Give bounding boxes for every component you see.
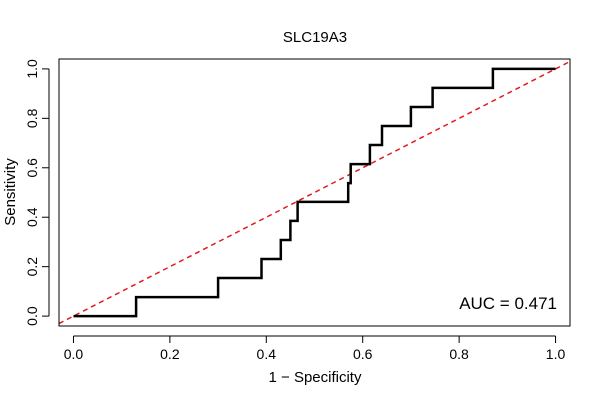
y-tick-label: 0.8 [24, 108, 40, 128]
y-axis-label: Sensitivity [2, 158, 19, 226]
y-tick-label: 0.2 [24, 257, 40, 277]
roc-curve-layer [73, 67, 556, 318]
x-tick-label: 0.8 [449, 346, 469, 362]
chart-title: SLC19A3 [283, 29, 347, 46]
auc-annotation: AUC = 0.471 [459, 294, 557, 313]
roc-curve [73, 67, 556, 318]
x-tick-label: 0.4 [257, 346, 277, 362]
y-tick-label: 0.4 [24, 207, 40, 227]
y-tick-label: 0.0 [24, 306, 40, 326]
y-axis: 0.0 0.2 0.4 0.6 0.8 1.0 [24, 59, 50, 326]
y-tick-label: 1.0 [24, 59, 40, 79]
x-tick-label: 1.0 [546, 346, 566, 362]
x-axis: 0.0 0.2 0.4 0.6 0.8 1.0 [64, 335, 566, 362]
y-tick-label: 0.6 [24, 158, 40, 178]
reference-line-layer [58, 60, 571, 325]
x-tick-label: 0.2 [160, 346, 180, 362]
x-tick-label: 0.0 [64, 346, 84, 362]
x-axis-label: 1 − Specificity [269, 369, 362, 386]
x-tick-label: 0.6 [353, 346, 373, 362]
reference-diagonal-line [58, 60, 571, 325]
plot-frame [58, 58, 571, 327]
